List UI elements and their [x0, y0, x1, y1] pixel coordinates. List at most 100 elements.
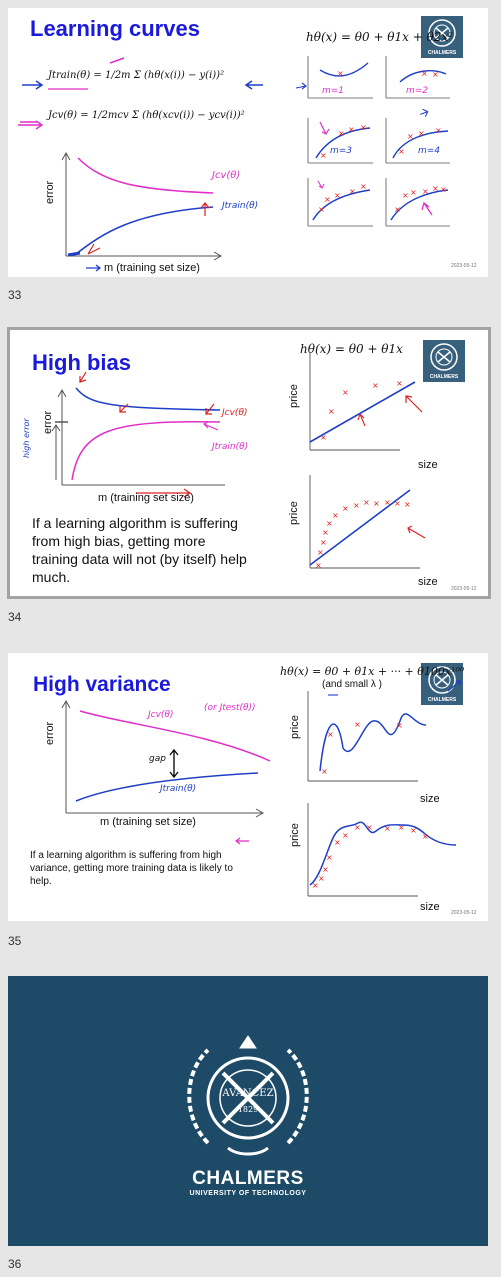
- svg-text:×: ×: [418, 129, 425, 138]
- panel-label-m3: m=3: [330, 146, 352, 156]
- svg-text:×: ×: [324, 195, 331, 204]
- jcv-handwritten: Jcv(θ): [212, 170, 240, 181]
- slide-body-text: If a learning algorithm is suffering fro…: [30, 849, 250, 888]
- svg-text:×: ×: [384, 824, 391, 833]
- slide-35-thumbnail[interactable]: High variance CHALMERS hθ(x) = θ0 + θ1x …: [8, 653, 488, 921]
- plot-size-label: size: [418, 576, 438, 588]
- svg-text:×: ×: [410, 188, 417, 197]
- svg-text:×: ×: [384, 498, 391, 507]
- svg-text:×: ×: [318, 205, 325, 214]
- svg-text:×: ×: [338, 129, 345, 138]
- svg-text:×: ×: [332, 511, 339, 520]
- svg-text:×: ×: [315, 561, 322, 570]
- y-axis-label: error: [42, 411, 54, 434]
- svg-text:×: ×: [320, 151, 327, 160]
- slide-number: 33: [8, 288, 21, 302]
- svg-text:×: ×: [432, 184, 439, 193]
- svg-text:×: ×: [322, 865, 329, 874]
- svg-text:×: ×: [422, 832, 429, 841]
- svg-text:×: ×: [372, 381, 379, 390]
- svg-text:×: ×: [354, 720, 361, 729]
- svg-text:×: ×: [318, 874, 325, 883]
- x-axis-label: m (training set size): [98, 492, 194, 504]
- svg-text:×: ×: [317, 548, 324, 557]
- plot-price-label: price: [288, 384, 300, 408]
- gap-handwritten: gap: [149, 754, 166, 764]
- jcv-handwritten: Jcv(θ): [222, 408, 247, 418]
- svg-text:×: ×: [394, 499, 401, 508]
- svg-text:×: ×: [422, 187, 429, 196]
- svg-text:×: ×: [404, 500, 411, 509]
- jtrain-handwritten: Jtrain(θ): [222, 201, 258, 211]
- svg-text:×: ×: [337, 69, 344, 78]
- jtrain-handwritten: Jtrain(θ): [160, 784, 196, 794]
- y-axis-label: error: [44, 181, 56, 204]
- svg-text:×: ×: [373, 499, 380, 508]
- svg-text:×: ×: [321, 767, 328, 776]
- seal-year: 1829: [238, 1105, 258, 1114]
- svg-text:×: ×: [327, 730, 334, 739]
- svg-text:×: ×: [320, 538, 327, 547]
- svg-text:×: ×: [435, 126, 442, 135]
- plot-size-label: size: [420, 901, 440, 913]
- svg-text:×: ×: [440, 185, 447, 194]
- panel-label-m2: m=2: [406, 86, 428, 96]
- y-axis-label: error: [44, 722, 56, 745]
- slide-33-thumbnail[interactable]: Learning curves CHALMERS hθ(x) = θ0 + θ1…: [8, 8, 488, 277]
- high-error-note: high error: [22, 418, 31, 458]
- plot-price-label: price: [289, 823, 301, 847]
- svg-text:×: ×: [354, 823, 361, 832]
- svg-text:×: ×: [320, 433, 327, 442]
- svg-text:×: ×: [353, 501, 360, 510]
- slide-date: 2023-05-12: [451, 263, 477, 269]
- slide-number: 35: [8, 934, 21, 948]
- svg-text:×: ×: [322, 528, 329, 537]
- slide-date: 2023-05-12: [451, 910, 477, 916]
- svg-text:×: ×: [348, 125, 355, 134]
- svg-text:×: ×: [349, 187, 356, 196]
- svg-text:×: ×: [398, 823, 405, 832]
- jtrain-handwritten: Jtrain(θ): [212, 442, 248, 452]
- plot-size-label: size: [420, 793, 440, 805]
- brand-subtitle: UNIVERSITY OF TECHNOLOGY: [8, 1190, 488, 1197]
- svg-text:×: ×: [366, 823, 373, 832]
- panel-label-m1: m=1: [322, 86, 344, 96]
- jtest-handwritten: (or Jtest(θ)): [204, 703, 256, 713]
- jcv-handwritten: Jcv(θ): [148, 710, 173, 720]
- slide-number: 34: [8, 610, 21, 624]
- svg-text:×: ×: [396, 721, 403, 730]
- svg-text:×: ×: [394, 205, 401, 214]
- slide-number: 36: [8, 1257, 21, 1271]
- plot-price-label: price: [288, 501, 300, 525]
- brand-name: CHALMERS: [8, 1168, 488, 1190]
- x-axis-label: m (training set size): [100, 816, 196, 828]
- svg-text:×: ×: [326, 853, 333, 862]
- svg-text:×: ×: [328, 407, 335, 416]
- svg-text:×: ×: [342, 388, 349, 397]
- svg-text:×: ×: [334, 191, 341, 200]
- svg-text:×: ×: [410, 826, 417, 835]
- plot-price-label: price: [289, 715, 301, 739]
- slide-date: 2023-05-12: [451, 586, 477, 592]
- svg-text:×: ×: [360, 182, 367, 191]
- svg-text:×: ×: [398, 147, 405, 156]
- svg-text:×: ×: [326, 519, 333, 528]
- slide-34-thumbnail[interactable]: High bias CHALMERS hθ(x) = θ0 + θ1x × × × ×…: [10, 330, 488, 596]
- seal-motto: AVANCEZ: [221, 1088, 273, 1099]
- chalmers-seal-icon: AVANCEZ 1829: [178, 1028, 318, 1168]
- svg-text:×: ×: [342, 831, 349, 840]
- panel-label-m4: m=4: [418, 146, 440, 156]
- svg-text:×: ×: [407, 132, 414, 141]
- learning-curves-annotations: × × × ×× × × ×× × × ×× × ×× ×× × × × ×: [8, 8, 488, 277]
- slide-body-text: If a learning algorithm is suffering fro…: [32, 514, 250, 586]
- plot-size-label: size: [418, 459, 438, 471]
- svg-text:×: ×: [342, 504, 349, 513]
- svg-text:×: ×: [396, 379, 403, 388]
- svg-text:×: ×: [360, 123, 367, 132]
- x-axis-label: m (training set size): [104, 262, 200, 274]
- svg-text:×: ×: [363, 498, 370, 507]
- slide-36-thumbnail[interactable]: AVANCEZ 1829 CHALMERS UNIVERSITY OF TECH…: [8, 976, 488, 1246]
- svg-text:×: ×: [432, 70, 439, 79]
- svg-text:×: ×: [334, 838, 341, 847]
- svg-text:×: ×: [421, 69, 428, 78]
